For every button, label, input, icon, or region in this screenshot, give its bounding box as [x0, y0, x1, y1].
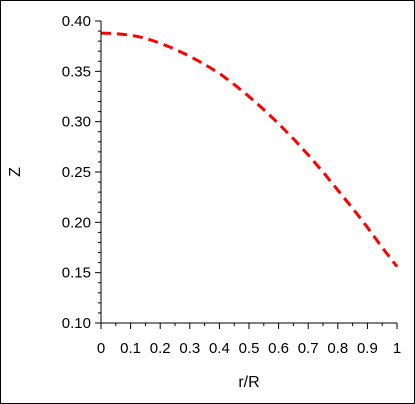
x-tick-label: 0.2 — [150, 340, 171, 357]
y-tick-label: 0.15 — [62, 265, 91, 282]
x-tick-label: 0.5 — [239, 340, 260, 357]
x-tick-label: 0.3 — [179, 340, 200, 357]
series-layer — [100, 31, 399, 268]
y-tick-label: 0.20 — [62, 214, 91, 231]
y-tick-label: 0.30 — [62, 114, 91, 131]
series-line — [100, 31, 399, 268]
y-axis-ticks: 0.10 0.15 0.20 0.25 0.30 0.35 0.40 — [62, 13, 101, 332]
x-tick-label: 0 — [97, 340, 105, 357]
x-tick-label: 0.4 — [209, 340, 230, 357]
y-tick-label: 0.10 — [62, 315, 91, 332]
x-tick-label: 0.7 — [298, 340, 319, 357]
x-tick-label: 0.1 — [120, 340, 141, 357]
y-tick-label: 0.35 — [62, 63, 91, 80]
x-tick-label: 0.6 — [268, 340, 289, 357]
x-axis-ticks: 0 0.1 0.2 0.3 0.4 0.5 0.6 0.7 0.8 0.9 1 — [97, 323, 401, 357]
y-axis-title: Z — [7, 167, 24, 177]
x-axis-title: r/R — [238, 374, 259, 391]
y-tick-label: 0.40 — [62, 13, 91, 30]
x-tick-label: 0.9 — [357, 340, 378, 357]
y-tick-label: 0.25 — [62, 164, 91, 181]
x-tick-label: 1 — [393, 340, 401, 357]
x-tick-label: 0.8 — [327, 340, 348, 357]
